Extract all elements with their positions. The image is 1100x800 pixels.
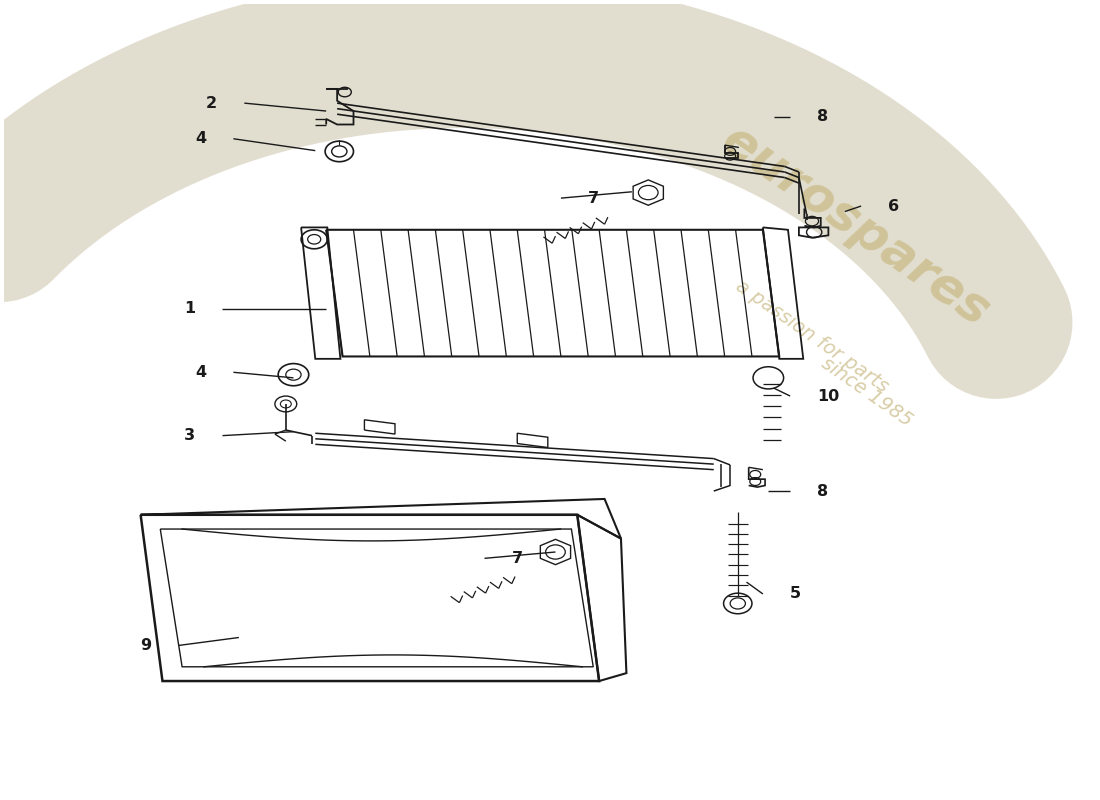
Text: 6: 6 <box>889 198 900 214</box>
Text: 2: 2 <box>206 96 217 110</box>
Text: 8: 8 <box>817 109 828 124</box>
Text: eurospares: eurospares <box>713 115 999 336</box>
Text: 7: 7 <box>588 190 600 206</box>
Text: a passion for parts: a passion for parts <box>733 277 892 397</box>
Text: 4: 4 <box>195 365 206 380</box>
Text: 9: 9 <box>141 638 152 653</box>
Polygon shape <box>540 539 571 565</box>
Text: 10: 10 <box>817 389 839 403</box>
Text: 4: 4 <box>195 131 206 146</box>
Text: 8: 8 <box>817 483 828 498</box>
Text: since 1985: since 1985 <box>817 354 915 430</box>
Text: 7: 7 <box>512 551 522 566</box>
Text: 3: 3 <box>184 428 195 443</box>
Text: 5: 5 <box>790 586 801 602</box>
Polygon shape <box>634 180 663 206</box>
Text: 1: 1 <box>184 302 195 317</box>
